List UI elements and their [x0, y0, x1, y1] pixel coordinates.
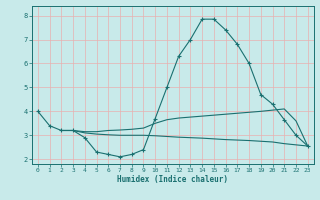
X-axis label: Humidex (Indice chaleur): Humidex (Indice chaleur) [117, 175, 228, 184]
